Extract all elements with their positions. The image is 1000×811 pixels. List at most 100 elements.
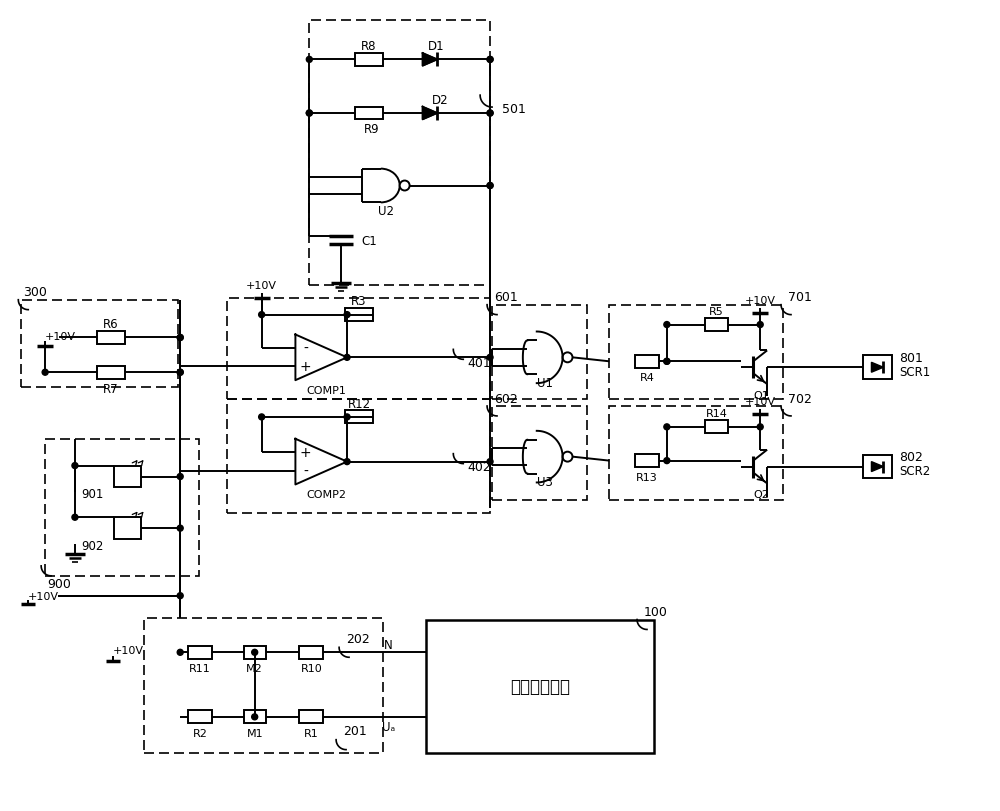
Text: R9: R9: [364, 123, 380, 136]
Text: 單相交流電網: 單相交流電網: [510, 677, 570, 695]
Text: U2: U2: [378, 204, 394, 217]
Text: R12: R12: [347, 397, 371, 410]
Text: 201: 201: [343, 724, 367, 737]
Text: R6: R6: [103, 318, 118, 331]
Text: +10V: +10V: [745, 397, 776, 406]
Text: SCR1: SCR1: [899, 365, 930, 378]
Text: R1: R1: [304, 727, 319, 738]
Circle shape: [664, 322, 670, 328]
Circle shape: [344, 312, 350, 318]
Circle shape: [487, 58, 493, 63]
Text: D1: D1: [428, 40, 445, 53]
Text: C1: C1: [361, 234, 377, 247]
Text: N: N: [384, 638, 393, 651]
Text: M2: M2: [246, 663, 263, 673]
Text: R3: R3: [351, 295, 367, 308]
Text: +10V: +10V: [745, 295, 776, 306]
Circle shape: [306, 58, 312, 63]
Text: 402: 402: [467, 461, 491, 474]
Circle shape: [259, 312, 265, 318]
Text: COMP2: COMP2: [306, 490, 346, 500]
Text: 401: 401: [467, 356, 491, 369]
Text: +: +: [300, 360, 311, 374]
Bar: [345, 309, 373, 322]
Bar: [635, 355, 659, 368]
Circle shape: [757, 322, 763, 328]
Text: +10V: +10V: [28, 591, 59, 601]
Text: 902: 902: [81, 539, 104, 551]
Circle shape: [177, 526, 183, 531]
Bar: [705, 319, 728, 332]
Text: 300: 300: [23, 286, 47, 299]
Circle shape: [177, 474, 183, 480]
Text: U3: U3: [537, 475, 553, 488]
Bar: [97, 367, 125, 380]
Text: 802: 802: [899, 451, 923, 464]
Circle shape: [306, 111, 312, 117]
Text: R4: R4: [640, 373, 654, 383]
Bar: [299, 710, 323, 723]
Circle shape: [344, 459, 350, 465]
Bar: [345, 411, 373, 424]
Text: R2: R2: [193, 727, 208, 738]
Text: 900: 900: [47, 577, 71, 590]
Text: Uₐ: Uₐ: [382, 720, 395, 733]
Circle shape: [487, 183, 493, 189]
Circle shape: [177, 650, 183, 655]
Text: +: +: [300, 446, 311, 460]
Bar: [863, 455, 892, 479]
Bar: [492, 406, 587, 500]
Bar: [705, 421, 728, 434]
Bar: [492, 305, 587, 400]
Circle shape: [400, 182, 410, 191]
Bar: [609, 406, 783, 500]
Bar: [863, 356, 892, 380]
Bar: [355, 54, 383, 67]
Bar: [144, 618, 383, 753]
Circle shape: [344, 414, 350, 420]
Bar: [114, 466, 141, 488]
Text: 801: 801: [899, 351, 923, 364]
Circle shape: [563, 452, 572, 462]
Text: 701: 701: [788, 291, 812, 304]
Bar: [45, 440, 199, 576]
Bar: [244, 646, 266, 659]
Circle shape: [487, 355, 493, 361]
Polygon shape: [423, 107, 437, 120]
Text: Q1: Q1: [753, 391, 769, 401]
Circle shape: [757, 424, 763, 431]
Text: R8: R8: [361, 40, 377, 53]
Text: COMP1: COMP1: [306, 385, 346, 396]
Bar: [227, 400, 490, 513]
Circle shape: [487, 58, 493, 63]
Text: +10V: +10V: [45, 332, 76, 342]
Bar: [21, 300, 178, 388]
Circle shape: [177, 370, 183, 375]
Circle shape: [72, 463, 78, 469]
Text: 601: 601: [494, 291, 518, 304]
Circle shape: [252, 714, 258, 720]
Bar: [188, 710, 212, 723]
Bar: [635, 455, 659, 467]
Polygon shape: [295, 335, 347, 380]
Bar: [188, 646, 212, 659]
Text: R13: R13: [636, 472, 658, 482]
Circle shape: [344, 355, 350, 361]
Circle shape: [664, 458, 670, 464]
Circle shape: [563, 353, 572, 363]
Circle shape: [252, 650, 258, 655]
Circle shape: [664, 359, 670, 365]
Text: SCR2: SCR2: [899, 465, 930, 478]
Bar: [97, 332, 125, 345]
Circle shape: [487, 183, 493, 189]
Circle shape: [177, 593, 183, 599]
Text: 202: 202: [346, 632, 370, 645]
Text: R14: R14: [706, 409, 727, 418]
Bar: [309, 20, 490, 285]
Text: 702: 702: [788, 392, 812, 405]
Text: U1: U1: [537, 376, 553, 389]
Text: 901: 901: [81, 487, 104, 500]
Text: +10V: +10V: [246, 281, 277, 290]
Bar: [355, 107, 383, 120]
Circle shape: [664, 359, 670, 365]
